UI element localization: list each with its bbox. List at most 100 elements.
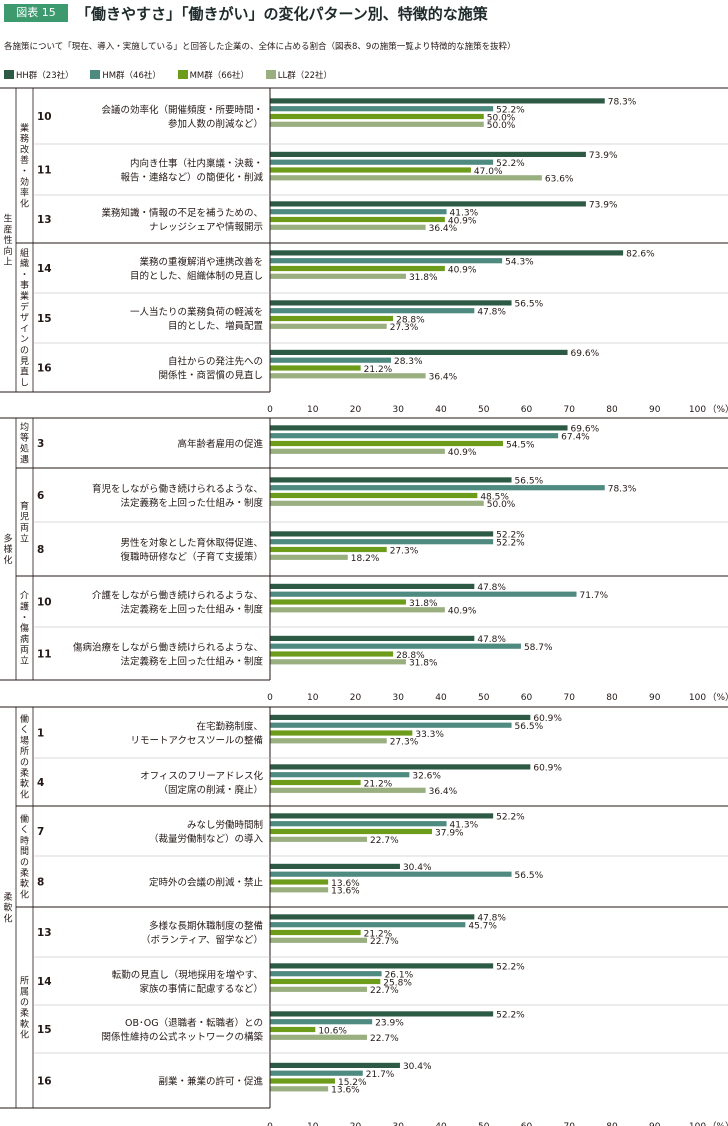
legend-swatch-mm	[177, 70, 188, 79]
panel-3-group-label-char: の	[20, 858, 29, 868]
x-tick-label: 90	[649, 1122, 661, 1126]
panel-2-group-label-char: 等	[20, 432, 29, 444]
panel-3-group-label-char: 働	[20, 713, 29, 725]
item-label: 業務の重複解消や連携改善を	[139, 256, 263, 268]
bar-hm	[270, 1019, 373, 1025]
bar-hm	[270, 308, 475, 314]
x-tick-label: 70	[564, 693, 576, 703]
legend-label-ll: LL群（22社）	[277, 71, 333, 81]
bar-mm	[270, 828, 433, 835]
x-tick-label: 50	[478, 693, 490, 703]
x-axis-unit: （%）	[708, 692, 728, 703]
item-label: 多様な長期休職制度の整備	[149, 920, 263, 932]
x-tick-label: 0	[267, 1122, 273, 1126]
x-tick-label: 90	[649, 693, 661, 703]
bar-mm	[270, 929, 361, 936]
data-label-mm: 40.9%	[448, 265, 477, 275]
bar-hh	[270, 1011, 494, 1017]
bar-mm	[270, 315, 394, 322]
chart-title: 「働きやすさ」「働きがい」の変化パターン別、特徴的な施策	[76, 5, 488, 23]
panel-1-group-label-char: 業	[20, 290, 29, 302]
data-label-ll: 50.0%	[487, 121, 516, 131]
bar-hh	[270, 914, 475, 920]
panel-3-category-label-char: 化	[3, 912, 12, 924]
panel-2-group-label-char: 護	[20, 601, 29, 613]
panel-1-group-label-char: ン	[20, 335, 29, 345]
bar-mm	[270, 216, 445, 223]
data-label-hm: 52.2%	[496, 539, 525, 549]
panel-1-group-label-char: ・	[20, 167, 29, 177]
x-tick-label: 60	[521, 693, 533, 703]
data-label-hm: 47.8%	[477, 308, 506, 318]
item-number: 16	[37, 1076, 52, 1088]
bar-ll	[270, 175, 542, 181]
panel-1-category-label-char: 上	[3, 257, 12, 268]
panel-2-group-label-char: 両	[20, 523, 29, 534]
data-label-hm: 78.3%	[608, 485, 637, 495]
legend-item-hm: HM群（46社）	[90, 69, 161, 81]
bar-hh	[270, 425, 568, 431]
item-number: 13	[37, 214, 52, 226]
panel-1-group-label-char: ・	[20, 270, 29, 280]
data-label-ll: 27.3%	[390, 738, 419, 748]
data-label-hh: 47.8%	[477, 635, 506, 645]
bar-ll	[270, 224, 426, 230]
bar-hm	[270, 258, 503, 264]
bar-ll	[270, 937, 368, 943]
bar-ll	[270, 887, 329, 893]
data-label-mm: 25.8%	[383, 978, 412, 988]
x-tick-label: 30	[393, 693, 405, 703]
panel-2-group-label-char: 立	[20, 655, 29, 667]
bar-hm	[270, 772, 410, 778]
panel-2-group-label-char: 遇	[20, 454, 29, 465]
data-label-hh: 73.9%	[589, 151, 618, 161]
item-number: 4	[37, 777, 44, 789]
item-number: 15	[37, 313, 52, 325]
item-label: 法定義務を上回った仕組み・制度	[120, 497, 263, 509]
bar-mm	[270, 978, 381, 985]
panel-1-group-label-char: 組	[20, 247, 29, 259]
data-label-mm: 47.0%	[474, 167, 503, 177]
panel-1-group-label-char: し	[20, 377, 29, 388]
bar-ll	[270, 659, 406, 665]
x-tick-label: 20	[350, 1122, 362, 1126]
panel-2-group-label-char: 児	[20, 512, 29, 523]
item-label: 定時外の会議の削減・禁止	[149, 877, 264, 889]
data-label-hm: 56.5%	[515, 871, 544, 881]
x-tick-label: 100	[689, 693, 706, 703]
data-label-ll: 27.3%	[390, 323, 419, 333]
x-tick-label: 20	[350, 405, 362, 415]
panel-2-group-label-char: 病	[20, 633, 29, 645]
bar-hm	[270, 106, 494, 112]
item-label: 男性を対象とした育休取得促進、	[120, 537, 263, 549]
panel-2-group-label-char: ・	[20, 613, 29, 623]
panel-3-group-label-char: 柔	[20, 768, 29, 779]
item-label: 育児をしながら働き続けられるような、	[92, 483, 263, 495]
item-number: 10	[37, 111, 52, 123]
item-label: 目的とした、増員配置	[168, 320, 263, 332]
panel-1-group-label-char: ザ	[20, 313, 29, 324]
data-label-hh: 52.2%	[496, 963, 525, 973]
bar-mm	[270, 1026, 316, 1033]
data-label-ll: 50.0%	[487, 500, 516, 510]
bar-hm	[270, 591, 577, 597]
panel-1-group-label-char: 善	[20, 154, 29, 166]
bar-mm	[270, 167, 471, 173]
figure-label: 図表 15	[4, 4, 68, 22]
panel-1-group-label-char: 務	[20, 133, 29, 145]
bar-hh	[270, 300, 512, 306]
panel-1-group-label-char: 改	[20, 143, 29, 155]
bar-hm	[270, 922, 466, 928]
panel-1-group-label-char: 直	[20, 366, 29, 378]
data-label-ll: 31.8%	[409, 659, 438, 669]
item-number: 14	[37, 263, 52, 275]
item-label: 報告・連絡など）の簡便化・削減	[120, 172, 263, 184]
x-tick-label: 50	[478, 1122, 490, 1126]
panel-2-group-label-char: 両	[20, 645, 29, 656]
legend-swatch-hh	[4, 70, 14, 79]
x-tick-label: 70	[564, 405, 576, 415]
item-number: 8	[37, 544, 44, 556]
bar-hh	[270, 635, 475, 641]
panel-3-group-label-char: 所	[20, 976, 29, 987]
